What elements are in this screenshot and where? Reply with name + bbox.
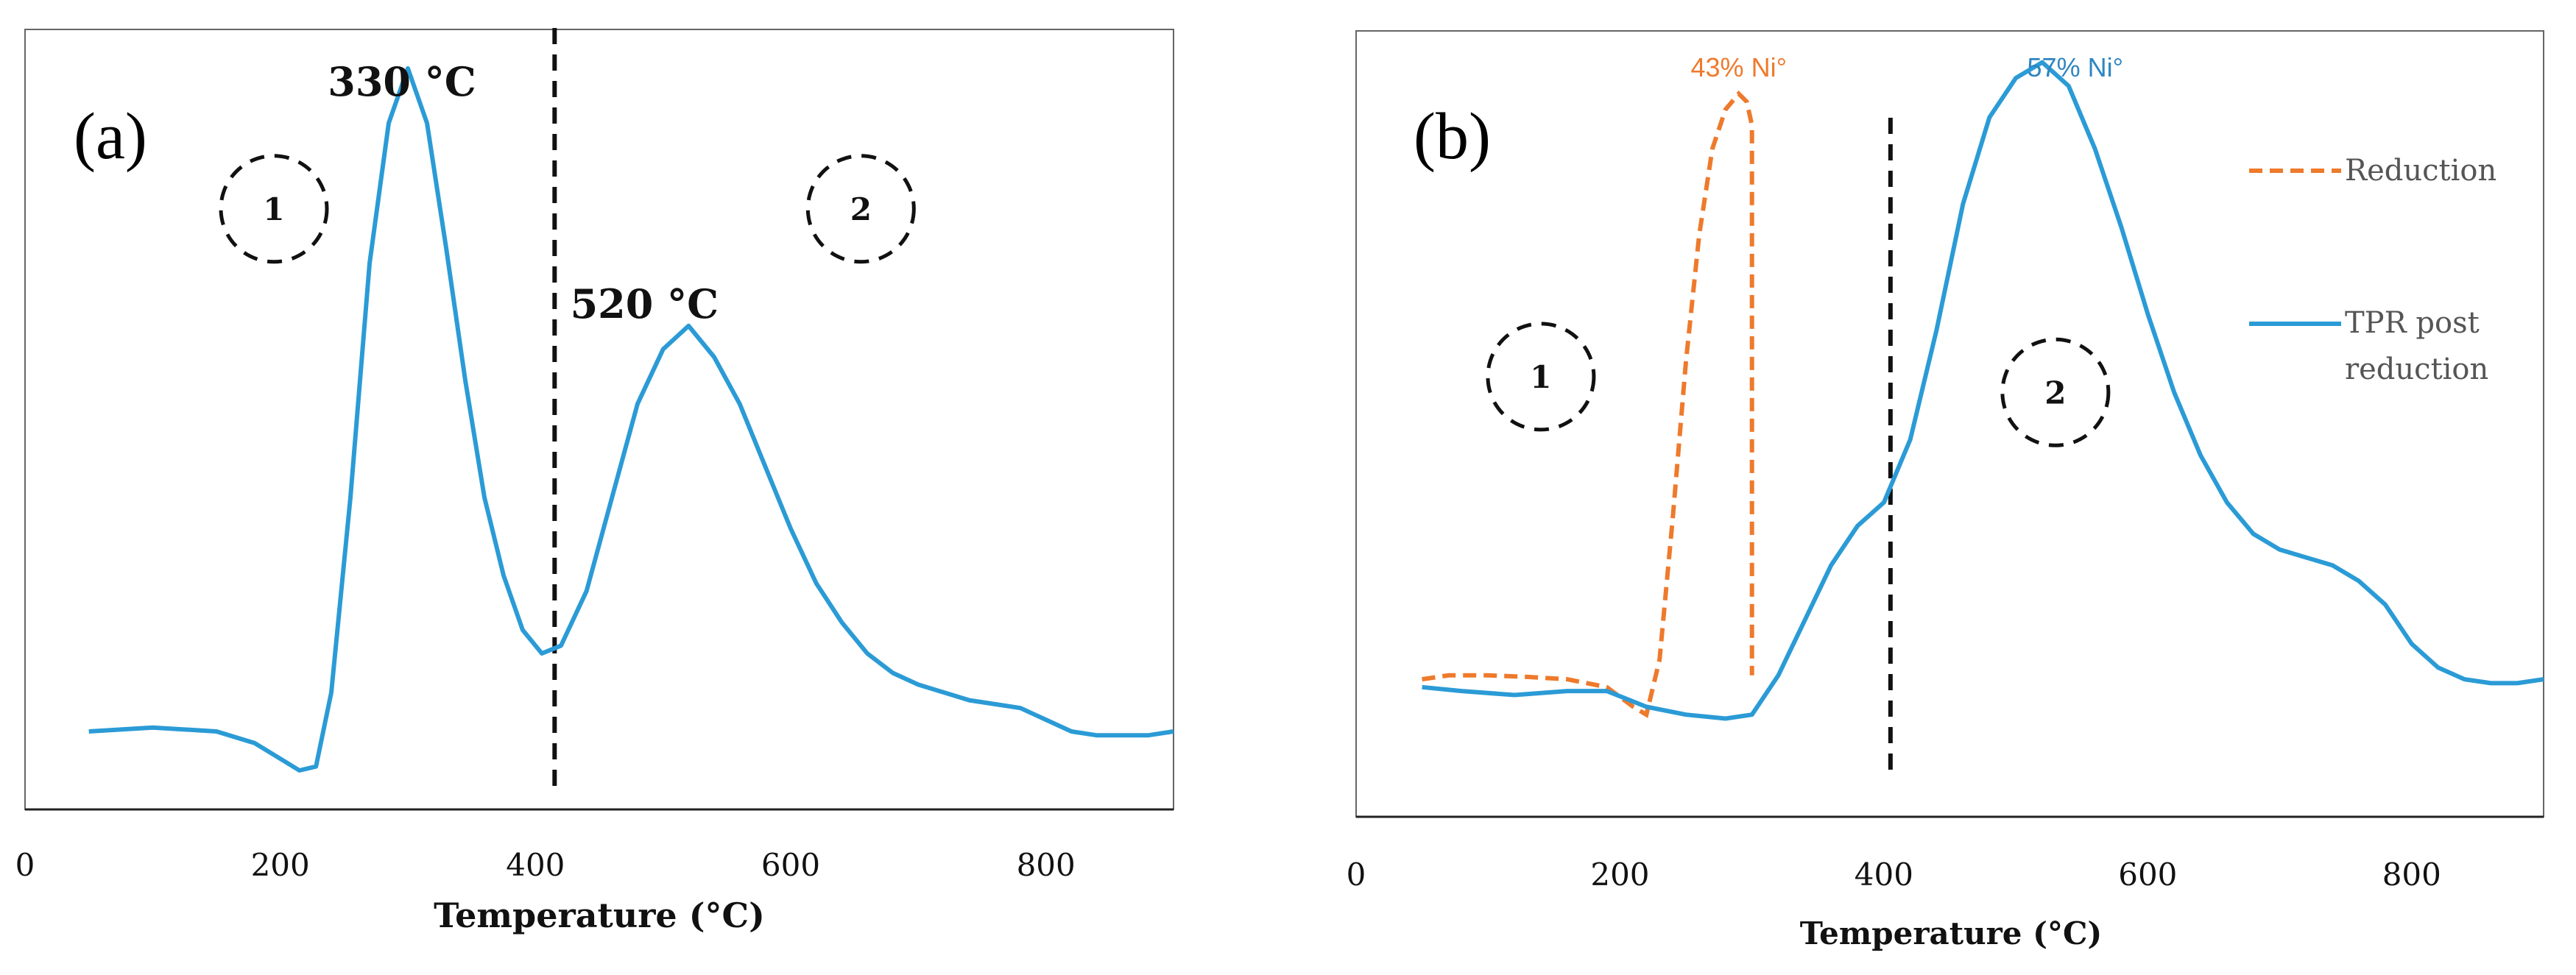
panel-b-label: (b) bbox=[1414, 100, 1491, 173]
panel-a-x-axis-title: Temperature (°C) bbox=[434, 896, 765, 935]
panel-a-tpr-line bbox=[88, 66, 1174, 773]
region-number: 2 bbox=[850, 191, 872, 227]
legend-reduction-label: Reduction bbox=[2345, 154, 2496, 188]
panel-a-x-tick-label: 600 bbox=[761, 847, 820, 883]
panel-b-reduction-line bbox=[1422, 90, 1754, 718]
region-circle bbox=[2000, 337, 2111, 447]
peak-label: 520 °C bbox=[571, 280, 719, 327]
panel-a-x-tick-label: 400 bbox=[506, 847, 565, 883]
panel-b-x-tick-label: 600 bbox=[2118, 857, 2177, 893]
panel-b-x-tick-label: 800 bbox=[2382, 857, 2441, 893]
legend-tpr-label-line1: TPR post bbox=[2345, 306, 2480, 340]
panel-a-x-tick-label: 800 bbox=[1017, 847, 1076, 883]
annotation-ni-percent: 57% Ni° bbox=[2028, 52, 2123, 82]
panel-b-legend: Reduction TPR post reduction bbox=[2249, 154, 2496, 386]
panel-b-x-tick-label: 200 bbox=[1590, 857, 1649, 893]
panel-a-x-tick-label: 0 bbox=[15, 847, 35, 883]
legend-tpr-label-line2: reduction bbox=[2345, 352, 2488, 386]
panel-a: (a) Temperature (°C) 0 200 400 600 800 330 °… bbox=[15, 28, 1174, 935]
region-circle bbox=[219, 154, 329, 264]
panel-b: (b) Temperature (°C) 0 200 400 600 800 43% N… bbox=[1347, 30, 2544, 951]
region-number: 1 bbox=[263, 191, 284, 227]
region-number: 2 bbox=[2044, 375, 2066, 411]
panel-b-tpr-post-reduction-line bbox=[1422, 60, 2544, 721]
region-circle bbox=[1486, 322, 1596, 432]
panel-b-frame bbox=[1355, 30, 2544, 818]
peak-label: 330 °C bbox=[328, 58, 476, 105]
region-circle bbox=[805, 154, 916, 264]
annotation-ni-percent: 43% Ni° bbox=[1691, 52, 1787, 82]
panel-a-frame bbox=[24, 29, 1174, 810]
panel-a-label: (a) bbox=[74, 100, 147, 173]
panel-a-x-tick-label: 200 bbox=[251, 847, 310, 883]
panel-b-x-tick-label: 400 bbox=[1855, 857, 1913, 893]
panel-b-x-axis-title: Temperature (°C) bbox=[1800, 915, 2103, 951]
region-number: 1 bbox=[1530, 359, 1551, 395]
panel-b-x-tick-label: 0 bbox=[1347, 857, 1366, 893]
